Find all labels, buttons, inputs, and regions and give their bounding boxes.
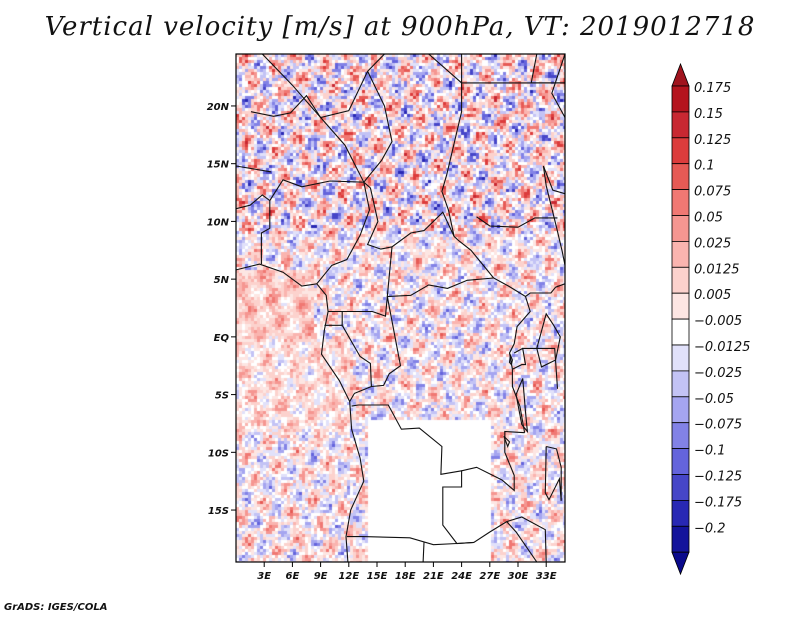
border-line <box>236 165 271 173</box>
border-line <box>366 187 459 250</box>
border-line <box>551 54 565 118</box>
border-line <box>476 216 558 228</box>
colorbar-label: 0.125 <box>694 133 731 148</box>
border-line <box>363 71 393 183</box>
colorbar-swatch <box>671 85 690 113</box>
colorbar-label: −0.2 <box>694 521 726 536</box>
colorbar-swatch <box>671 474 690 501</box>
colorbar-swatch <box>671 448 690 475</box>
border-line <box>555 283 565 288</box>
colorbar-bottom-arrow <box>671 551 690 576</box>
border-line <box>328 296 388 317</box>
lake-outline <box>536 312 561 368</box>
border-line <box>461 54 565 84</box>
colorbar-swatch <box>671 499 690 527</box>
map-frame <box>235 53 566 563</box>
colorbar-label: −0.075 <box>694 418 742 433</box>
border-line <box>522 347 559 389</box>
lat-tick-label: 10N <box>207 217 230 228</box>
colorbar-swatch <box>671 292 690 320</box>
colorbar-label: 0.05 <box>694 211 723 226</box>
lon-tick-label: 15E <box>367 571 388 582</box>
lat-tick-label: 15N <box>207 160 230 171</box>
velocity-field <box>236 54 565 562</box>
lon-tick-label: 33E <box>536 571 557 582</box>
colorbar-swatch <box>671 370 690 398</box>
lon-tick-label: 18E <box>395 571 416 582</box>
lon-tick-label: 30E <box>508 571 529 582</box>
border-line <box>320 117 371 189</box>
colorbar-swatch <box>671 396 690 424</box>
map-title: Vertical velocity [m/s] at 900hPa, VT: 2… <box>44 12 756 42</box>
lon-tick-label: 3E <box>257 571 271 582</box>
colorbar-label: −0.175 <box>694 495 742 510</box>
colorbar-label: −0.05 <box>694 392 734 407</box>
colorbar-label: −0.0125 <box>694 340 750 355</box>
axis-ticks: 3E 6E 9E 12E 15E 18E 21E 24E 27E 30E 33E 20N 15N 10N 5… <box>207 102 557 582</box>
colorbar-label: 0.005 <box>694 288 731 303</box>
border-line <box>236 194 271 265</box>
border-line <box>461 430 525 492</box>
colorbar-swatch <box>671 137 690 165</box>
colorbar-swatch <box>671 163 690 190</box>
country-borders <box>236 54 565 562</box>
border-line <box>250 94 322 118</box>
lon-tick-label: 24E <box>451 571 472 582</box>
colorbar-swatch <box>671 344 690 372</box>
colorbar-swatch <box>671 189 690 216</box>
colorbar-swatch <box>671 111 690 139</box>
colorbar: 0.175 0.15 0.125 0.1 0.075 0.05 0.025 0.0125 0.0… <box>671 62 750 576</box>
lon-tick-label: 27E <box>479 571 500 582</box>
colorbar-swatch <box>671 266 690 294</box>
colorbar-label: 0.075 <box>694 185 731 200</box>
border-line <box>457 239 557 298</box>
colorbar-top-arrow <box>671 62 690 87</box>
colorbar-swatch <box>671 240 690 268</box>
border-line <box>542 165 565 266</box>
border-line <box>371 296 402 388</box>
colorbar-label: −0.125 <box>694 470 742 485</box>
border-line <box>269 179 364 201</box>
border-line <box>261 54 385 119</box>
grads-credit: GrADS: IGES/COLA <box>4 602 108 613</box>
border-line <box>512 347 527 370</box>
lon-tick-label: 6E <box>286 571 300 582</box>
lat-tick-label: 5S <box>215 391 229 402</box>
lake-outline <box>503 435 511 449</box>
border-line <box>422 542 425 562</box>
lat-tick-label: 15S <box>208 506 229 517</box>
border-line <box>506 521 538 562</box>
colorbar-label: 0.025 <box>694 236 731 251</box>
lake-outline <box>515 378 529 434</box>
lon-tick-label: 12E <box>338 571 359 582</box>
colorbar-label: 0.0125 <box>694 262 740 277</box>
colorbar-label: 0.1 <box>694 159 715 174</box>
lat-tick-label: 5N <box>214 275 230 286</box>
border-line <box>316 182 371 285</box>
border-line <box>530 54 565 84</box>
border-line <box>346 516 547 562</box>
lat-tick-label: EQ <box>214 333 230 344</box>
colorbar-label: 0.175 <box>694 81 731 96</box>
lake-outline <box>508 353 513 366</box>
colorbar-label: −0.025 <box>694 366 742 381</box>
border-line <box>236 263 365 562</box>
border-line <box>351 404 474 545</box>
colorbar-label: 0.15 <box>694 107 723 122</box>
colorbar-label: −0.1 <box>694 444 726 459</box>
colorbar-swatch <box>671 318 690 346</box>
velocity-raster <box>236 54 565 562</box>
lat-tick-label: 20N <box>207 102 230 113</box>
colorbar-swatch <box>671 215 690 242</box>
border-line <box>324 311 372 402</box>
border-line <box>428 54 463 237</box>
colorbar-swatch <box>671 422 690 450</box>
colorbar-label: −0.005 <box>694 314 742 329</box>
colorbar-swatch <box>671 525 690 553</box>
lat-tick-label: 10S <box>208 448 229 459</box>
lon-tick-label: 21E <box>423 571 444 582</box>
lon-tick-label: 9E <box>314 571 328 582</box>
border-line <box>544 445 562 501</box>
